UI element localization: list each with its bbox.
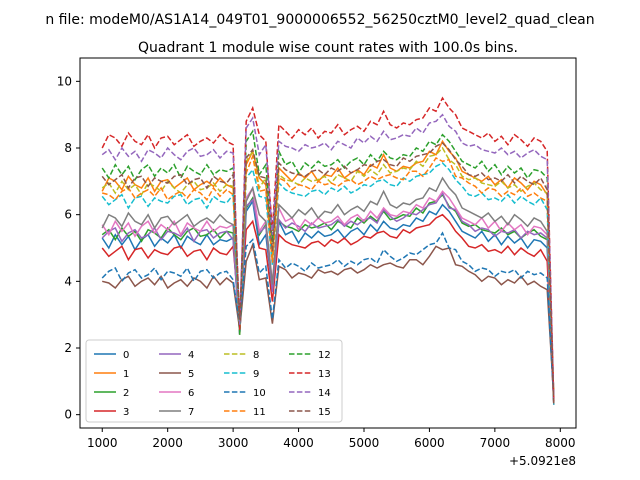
- legend-label-10: 10: [253, 388, 266, 399]
- legend-label-5: 5: [188, 369, 194, 380]
- series-line-4: [101, 191, 555, 402]
- series-line-13: [101, 96, 555, 402]
- x-tick-label: 4000: [283, 436, 314, 450]
- x-tick-label: 7000: [480, 436, 511, 450]
- axes-frame: [79, 57, 577, 429]
- series-line-15: [101, 142, 555, 405]
- legend-label-1: 1: [123, 369, 129, 380]
- series-line-5: [102, 241, 555, 399]
- y-tick-label: 4: [64, 274, 72, 288]
- chart-title: Quadrant 1 module wise count rates with …: [138, 40, 518, 56]
- series-line-1: [101, 139, 555, 402]
- x-offset-label: +5.0921e8: [509, 454, 576, 468]
- legend-label-9: 9: [253, 369, 259, 380]
- legend-label-3: 3: [123, 407, 129, 418]
- legend-label-14: 14: [318, 388, 331, 399]
- legend-label-4: 4: [188, 350, 194, 361]
- series-line-10: [101, 231, 555, 402]
- x-tick-label: 5000: [349, 436, 380, 450]
- plot-area: [79, 57, 577, 429]
- y-tick-label: 2: [64, 341, 72, 355]
- legend-label-7: 7: [188, 407, 194, 418]
- legend-label-2: 2: [123, 388, 129, 399]
- x-tick-label: 6000: [414, 436, 445, 450]
- y-tick-label: 0: [64, 408, 72, 422]
- legend-box: [85, 339, 343, 423]
- series-line-6: [101, 185, 555, 405]
- y-tick-label: 6: [64, 208, 72, 222]
- series-line-12: [101, 129, 555, 405]
- legend-label-6: 6: [188, 388, 194, 399]
- series-line-2: [101, 193, 555, 399]
- series-line-3: [101, 213, 555, 405]
- x-tick-label: 8000: [545, 436, 576, 450]
- legend-label-12: 12: [318, 350, 331, 361]
- legend-label-15: 15: [318, 407, 331, 418]
- x-tick-label: 3000: [218, 436, 249, 450]
- legend-label-0: 0: [123, 350, 129, 361]
- series-line-11: [102, 153, 555, 399]
- x-axis: 1000 2000 3000 4000 5000 6000 7000 8000: [87, 428, 576, 450]
- legend-label-13: 13: [318, 369, 331, 380]
- y-axis: 0 2 4 6 8 10: [57, 74, 80, 422]
- series-line-8: [101, 146, 555, 399]
- x-tick-label: 2000: [152, 436, 183, 450]
- legend-label-11: 11: [253, 407, 266, 418]
- x-tick-label: 1000: [87, 436, 118, 450]
- y-tick-label: 10: [57, 74, 72, 88]
- figure-suptitle: n file: modeM0/AS1A14_049T01_9000006552_…: [45, 12, 594, 28]
- series-layer: [101, 96, 555, 405]
- legend-label-8: 8: [253, 350, 259, 361]
- y-tick-label: 8: [64, 141, 72, 155]
- series-line-0: [101, 199, 555, 405]
- series-line-7: [101, 176, 555, 402]
- series-line-9: [101, 162, 555, 405]
- series-line-14: [101, 113, 555, 399]
